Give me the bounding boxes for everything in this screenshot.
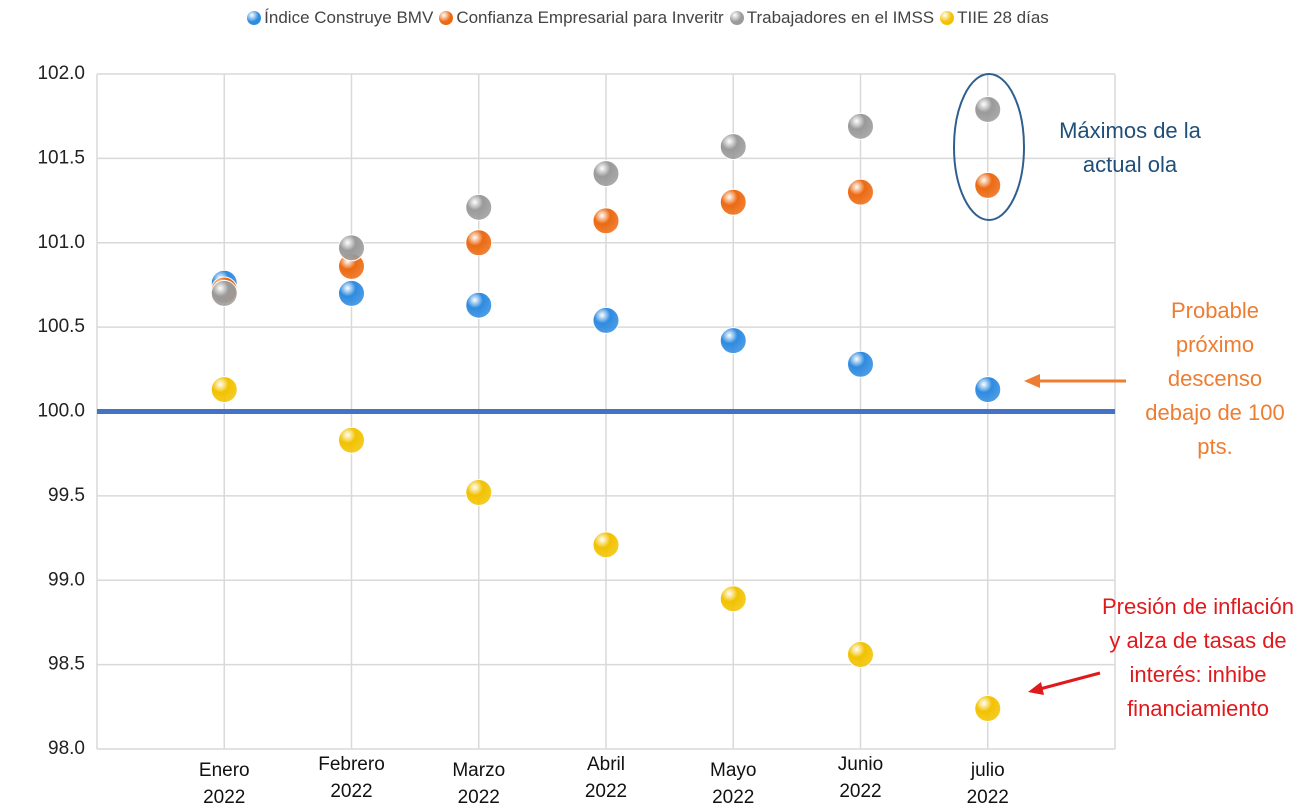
x-tick-label: Enero 2022 xyxy=(198,760,250,805)
point xyxy=(847,178,874,206)
legend-marker xyxy=(439,11,454,25)
arrow xyxy=(1035,671,1101,692)
x-tick-label: Abril 2022 xyxy=(584,754,628,802)
point xyxy=(592,306,620,334)
y-tick-label: 98.5 xyxy=(48,654,85,675)
point xyxy=(465,229,493,257)
x-tick-label: Mayo 2022 xyxy=(710,760,757,805)
point xyxy=(847,112,874,140)
legend-item: TIIE 28 días xyxy=(940,8,1049,28)
point xyxy=(719,188,747,216)
x-tick-label: julio 2022 xyxy=(966,760,1009,805)
y-tick-label: 102.0 xyxy=(37,63,85,84)
y-tick-label: 101.5 xyxy=(37,147,85,168)
point xyxy=(974,95,1002,123)
legend-marker xyxy=(940,11,955,25)
point xyxy=(338,426,365,454)
point xyxy=(465,479,493,506)
point xyxy=(338,279,365,307)
annotation: Probable próximo descenso debajo de 100 … xyxy=(1145,298,1285,459)
legend-label: Confianza Empresarial para Inveritr xyxy=(456,8,724,27)
point xyxy=(592,531,620,559)
arrow-head xyxy=(1024,374,1040,388)
legend-item: Confianza Empresarial para Inveritr xyxy=(439,8,724,28)
legend: Índice Construye BMV Confianza Empresaria… xyxy=(0,8,1296,28)
y-tick-label: 100.5 xyxy=(37,316,85,337)
annotation: Presión de inflación y alza de tasas de … xyxy=(1101,594,1294,721)
y-tick-label: 98.0 xyxy=(48,738,85,759)
annotation: Máximos de la actual ola xyxy=(1059,118,1201,177)
legend-marker xyxy=(247,11,262,25)
point xyxy=(974,171,1002,199)
legend-label: Trabajadores en el IMSS xyxy=(746,8,935,27)
x-tick-label: Junio 2022 xyxy=(837,754,884,802)
legend-item: Índice Construye BMV xyxy=(247,8,433,28)
point xyxy=(338,234,365,262)
y-tick-label: 99.0 xyxy=(48,569,85,590)
legend-label: TIIE 28 días xyxy=(957,8,1049,27)
legend-label: Índice Construye BMV xyxy=(264,8,434,27)
point xyxy=(719,585,747,613)
arrow-head xyxy=(1028,682,1044,695)
y-tick-label: 99.5 xyxy=(48,485,85,506)
y-tick-label: 100.0 xyxy=(37,401,85,422)
point xyxy=(210,279,238,307)
point xyxy=(719,327,747,355)
y-tick-label: 101.0 xyxy=(37,232,85,253)
point xyxy=(974,695,1002,722)
point xyxy=(719,133,747,161)
x-tick-label: Marzo 2022 xyxy=(452,760,506,805)
point xyxy=(974,376,1002,404)
legend-marker xyxy=(729,11,744,25)
point xyxy=(465,291,493,319)
point xyxy=(210,376,238,404)
highlight-ellipse xyxy=(953,73,1025,221)
legend-item: Trabajadores en el IMSS xyxy=(729,8,935,28)
point xyxy=(465,193,493,221)
point xyxy=(847,350,874,378)
point xyxy=(847,641,874,668)
point xyxy=(592,207,620,235)
point xyxy=(592,160,620,188)
x-tick-label: Febrero 2022 xyxy=(318,754,385,802)
